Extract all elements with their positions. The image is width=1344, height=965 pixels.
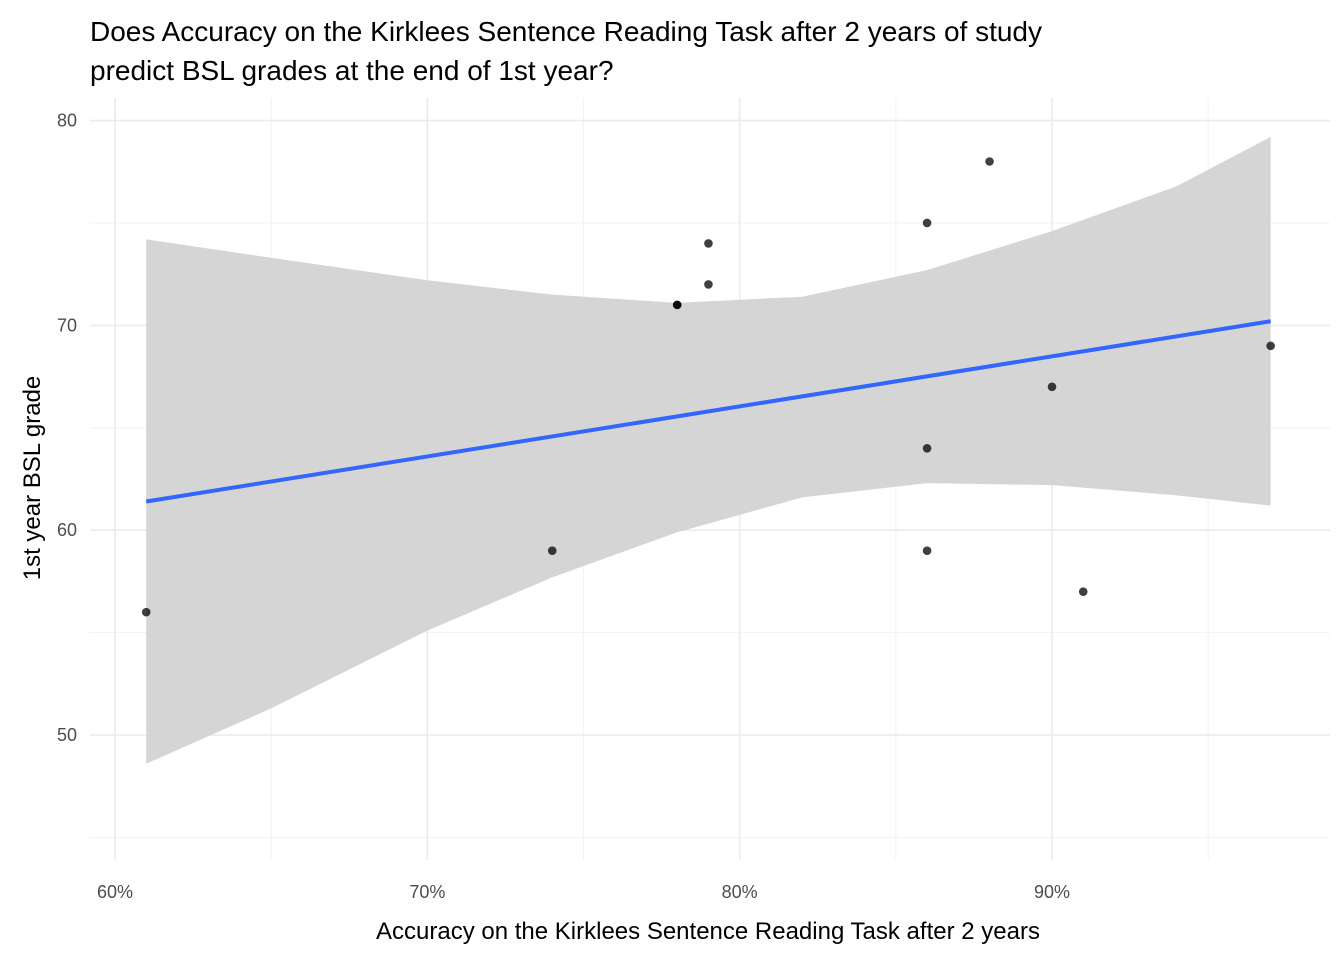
x-tick-label: 70% bbox=[409, 882, 445, 902]
y-axis-tick-labels: 50 60 70 80 bbox=[57, 111, 77, 746]
x-tick-label: 80% bbox=[722, 882, 758, 902]
y-tick-label: 70 bbox=[57, 315, 77, 335]
data-points bbox=[141, 157, 1275, 617]
chart-title-line-1: Does Accuracy on the Kirklees Sentence R… bbox=[90, 16, 1042, 47]
data-point bbox=[704, 280, 713, 289]
x-axis-tick-labels: 60% 70% 80% 90% bbox=[97, 882, 1070, 902]
y-tick-label: 50 bbox=[57, 725, 77, 745]
data-point bbox=[985, 157, 994, 166]
chart-title: Does Accuracy on the Kirklees Sentence R… bbox=[90, 16, 1042, 86]
x-tick-label: 90% bbox=[1034, 882, 1070, 902]
chart-title-line-2: predict BSL grades at the end of 1st yea… bbox=[90, 55, 614, 86]
data-point bbox=[672, 300, 682, 310]
x-tick-label: 60% bbox=[97, 882, 133, 902]
data-point bbox=[1047, 382, 1057, 392]
data-point bbox=[1266, 341, 1275, 351]
data-point bbox=[547, 546, 557, 555]
data-point bbox=[922, 218, 932, 228]
data-point bbox=[922, 546, 932, 555]
y-tick-label: 60 bbox=[57, 520, 77, 540]
data-point bbox=[922, 443, 932, 453]
data-point bbox=[1078, 587, 1088, 596]
regression-line bbox=[145, 319, 1271, 504]
x-axis-title: Accuracy on the Kirklees Sentence Readin… bbox=[376, 918, 1040, 945]
data-point bbox=[704, 239, 713, 248]
y-tick-label: 80 bbox=[57, 111, 77, 131]
data-point bbox=[141, 607, 151, 617]
y-axis-title: 1st year BSL grade bbox=[19, 376, 46, 581]
confidence-band bbox=[146, 136, 1271, 764]
